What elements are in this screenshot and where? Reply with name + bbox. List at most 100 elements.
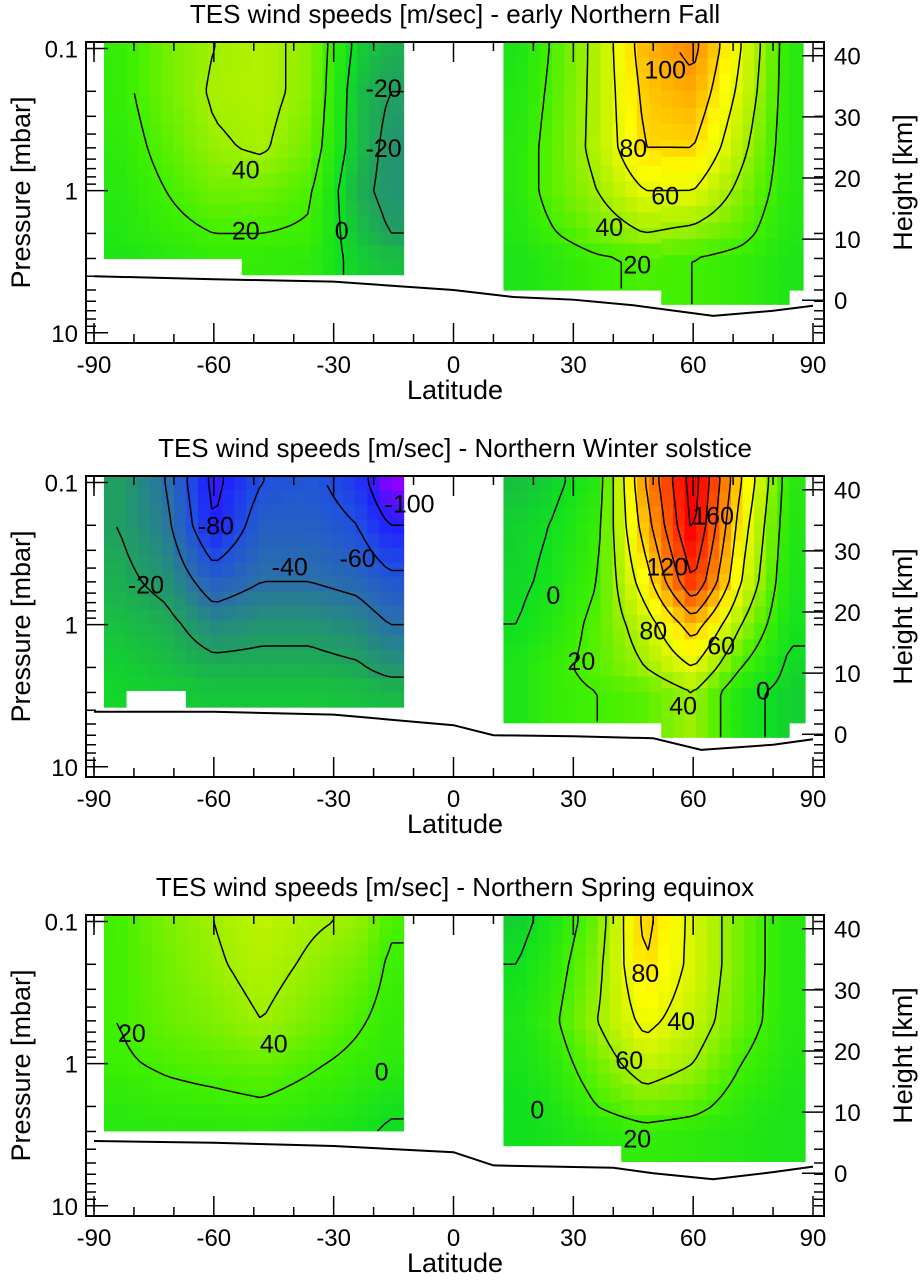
y2-tick-label: 10 — [834, 661, 861, 688]
heatmap-cell — [731, 1084, 745, 1101]
heatmap-cell — [115, 217, 128, 233]
heatmap-cell — [345, 187, 358, 203]
heatmap-cell — [253, 216, 266, 232]
x-tick-label: 30 — [560, 1225, 587, 1252]
heatmap-cell — [684, 156, 697, 174]
heatmap-cell — [235, 1036, 249, 1051]
heatmap-cell — [185, 678, 199, 694]
heatmap-cell — [503, 568, 517, 585]
heatmap-cell — [661, 557, 674, 575]
heatmap-cell — [564, 645, 577, 662]
heatmap-cell — [282, 649, 296, 665]
heatmap-cell — [624, 506, 638, 523]
heatmap-cell — [331, 476, 344, 492]
heatmap-cell — [246, 476, 260, 492]
heatmap-cell — [172, 69, 185, 84]
heatmap-cell — [355, 1049, 369, 1064]
heatmap-cell — [633, 1115, 647, 1132]
heatmap-cell — [621, 1099, 635, 1116]
heatmap-cell — [576, 568, 589, 585]
heatmap-cell — [103, 1076, 117, 1091]
heatmap-cell — [258, 649, 272, 665]
heatmap-cell — [331, 678, 344, 694]
heatmap-cell — [672, 107, 686, 125]
heatmap-cell — [172, 123, 185, 138]
heatmap-cell — [126, 177, 140, 192]
x-tick-label: -90 — [77, 352, 112, 379]
heatmap-cell — [114, 620, 127, 636]
heatmap-cell — [137, 596, 151, 611]
heatmap-cell — [730, 287, 744, 305]
heatmap-cell — [115, 177, 128, 192]
contour-label: 40 — [595, 214, 623, 242]
heatmap-cell — [223, 928, 237, 943]
heatmap-cell — [276, 231, 289, 247]
heatmap-cell — [276, 172, 289, 189]
heatmap-cell — [645, 1053, 659, 1070]
heatmap-cell — [719, 91, 732, 109]
heatmap-cell — [115, 1090, 129, 1105]
heatmap-cell — [138, 177, 151, 192]
heatmap-cell — [515, 42, 529, 59]
heatmap-cell — [218, 244, 231, 260]
heatmap-cell — [682, 1038, 696, 1055]
heatmap-cell — [588, 630, 602, 647]
heatmap-cell — [271, 1036, 285, 1051]
heatmap-cell — [345, 158, 358, 174]
heatmap-cell — [343, 620, 356, 636]
heatmap-cell — [585, 929, 599, 945]
heatmap-cell — [331, 1103, 345, 1118]
heatmap-cell — [173, 502, 187, 517]
heatmap-cell — [187, 1103, 201, 1118]
heatmap-cell — [624, 491, 638, 508]
heatmap-cell — [551, 227, 565, 245]
heatmap-cell — [588, 568, 602, 585]
heatmap-cell — [576, 243, 589, 260]
heatmap-cell — [527, 103, 541, 121]
heatmap-cell — [367, 577, 380, 593]
heatmap-cell — [379, 678, 393, 694]
heatmap-cell — [742, 107, 755, 125]
heatmap-cell — [672, 639, 686, 657]
heatmap-cell — [345, 100, 358, 116]
heatmap-cell — [538, 1087, 552, 1103]
heatmap-cell — [318, 519, 332, 535]
heatmap-cell — [343, 519, 356, 535]
contour-label: 0 — [375, 1059, 389, 1087]
heatmap-cell — [672, 173, 686, 191]
heatmap-cell — [184, 69, 197, 84]
heatmap-cell — [223, 955, 237, 970]
heatmap-cell — [253, 71, 266, 87]
heatmap-cell — [172, 190, 185, 205]
heatmap-cell — [258, 533, 272, 549]
heatmap-cell — [588, 57, 602, 74]
heatmap-cell — [127, 995, 141, 1011]
heatmap-cell — [282, 476, 296, 492]
heatmap-cell — [391, 1049, 405, 1064]
heatmap-cell — [588, 707, 602, 724]
heatmap-cell — [527, 661, 541, 678]
heatmap-cell — [719, 622, 732, 640]
heatmap-cell — [624, 72, 638, 90]
heatmap-cell — [391, 982, 405, 997]
heatmap-cell — [322, 216, 335, 232]
heatmap-cell — [754, 287, 767, 305]
heatmap-cell — [197, 591, 211, 607]
heatmap-cell — [684, 671, 697, 689]
heatmap-cell — [184, 150, 197, 165]
heatmap-cell — [259, 995, 273, 1011]
heatmap-cell — [259, 941, 273, 957]
heatmap-cell — [125, 676, 139, 691]
heatmap-cell — [163, 1009, 177, 1024]
heatmap-cell — [175, 982, 189, 997]
heatmap-cell — [234, 504, 247, 520]
heatmap-cell — [792, 1099, 806, 1116]
heatmap-cell — [334, 100, 347, 116]
x-tick-label: -60 — [196, 352, 231, 379]
heatmap-cell — [661, 606, 674, 624]
heatmap-cell — [562, 929, 575, 945]
heatmap-cell — [694, 1084, 708, 1101]
heatmap-cell — [138, 190, 151, 205]
heatmap-cell — [527, 181, 541, 198]
